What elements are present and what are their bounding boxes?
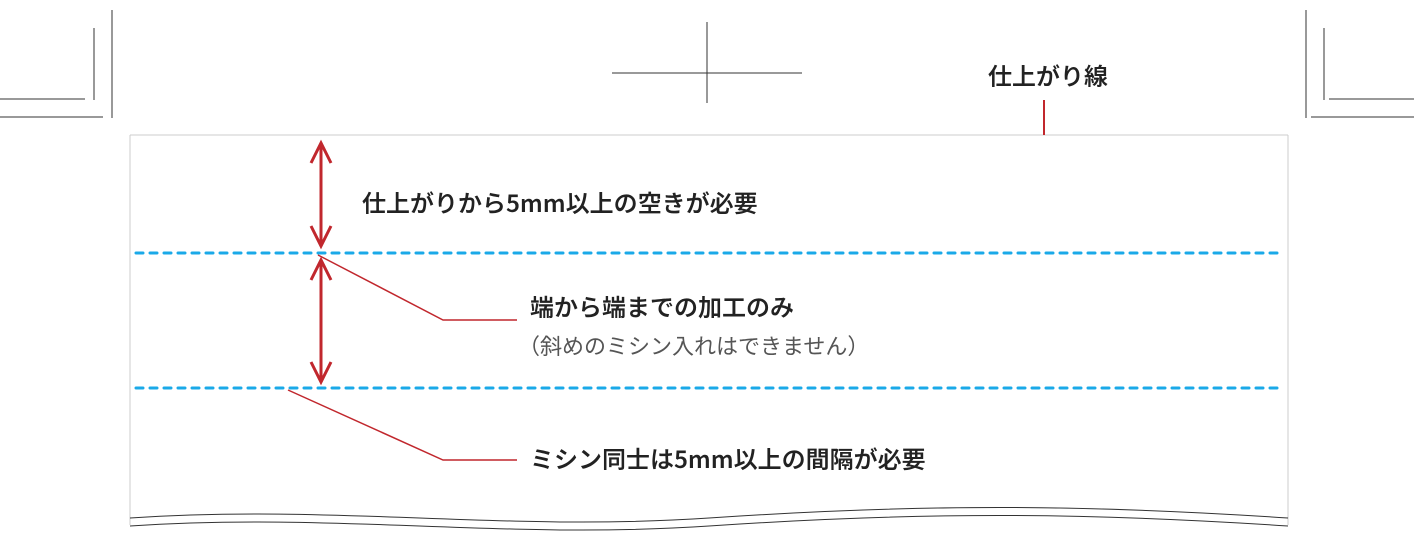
leader-edge-processing <box>318 255 517 320</box>
label-edge-processing-note: （斜めのミシン入れはできません） <box>518 329 869 361</box>
label-gap-between-perfs: ミシン同士は5mm以上の間隔が必要 <box>530 440 926 475</box>
gap-arrow-top <box>311 143 331 246</box>
leader-gap-between <box>288 390 517 460</box>
crop-mark-top-left <box>0 10 112 118</box>
torn-edge-front <box>130 508 1288 523</box>
label-gap-from-finish: 仕上がりから5mm以上の空きが必要 <box>362 184 758 219</box>
label-edge-processing: 端から端までの加工のみ <box>530 288 794 323</box>
crop-mark-top-center <box>612 22 802 103</box>
gap-arrow-bottom <box>311 260 331 382</box>
label-finish-line: 仕上がり線 <box>988 57 1108 92</box>
crop-mark-top-right <box>1306 10 1414 118</box>
